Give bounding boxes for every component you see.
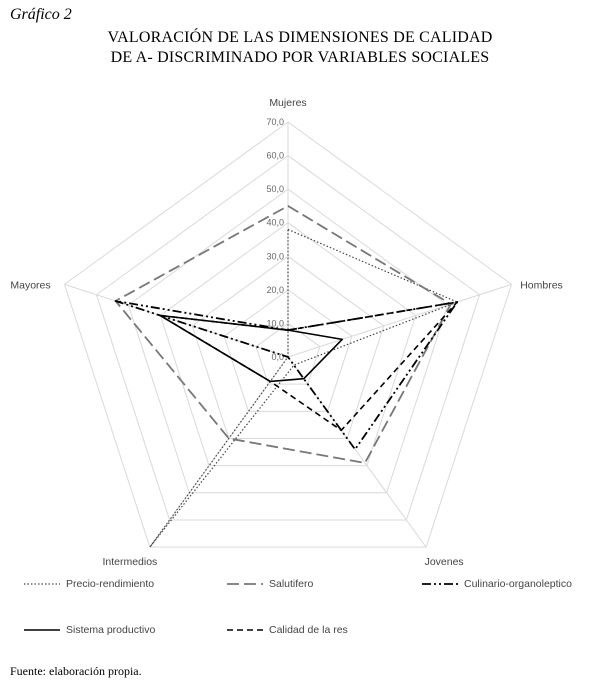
- grid-ring: [63, 121, 513, 548]
- legend-swatch: [24, 583, 60, 585]
- legend-item: Precio-rendimiento: [22, 578, 154, 590]
- tick-label: 20,0: [266, 285, 284, 295]
- grid-ring: [95, 154, 481, 521]
- grid-ring: [159, 222, 417, 467]
- legend-item: Salutifero: [225, 578, 313, 590]
- grid-ring: [191, 255, 385, 439]
- source-note: Fuente: elaboración propia.: [10, 664, 142, 678]
- legend-item: Culinario-organoleptico: [420, 578, 572, 590]
- axis-label: Intermedios: [102, 556, 157, 568]
- legend-label: Calidad de la res: [269, 624, 348, 636]
- legend-swatch: [227, 629, 263, 631]
- chart-title-line-1: VALORACIÓN DE LAS DIMENSIONES DE CALIDAD: [107, 29, 493, 46]
- chart-title: VALORACIÓN DE LAS DIMENSIONES DE CALIDAD…: [0, 28, 600, 68]
- tick-label: 10,0: [266, 318, 284, 328]
- figure-label: Gráfico 2: [10, 6, 72, 23]
- legend-label: Salutifero: [269, 578, 314, 590]
- legend-label: Culinario-organoleptico: [464, 578, 572, 590]
- axis-label: Mujeres: [269, 97, 306, 109]
- tick-label: 50,0: [266, 184, 284, 194]
- legend-swatch: [422, 583, 458, 585]
- series-line: [159, 301, 459, 432]
- legend-item: Calidad de la res: [225, 624, 348, 636]
- legend-item: Sistema productivo: [22, 624, 155, 636]
- tick-label: 40,0: [266, 218, 284, 228]
- grid-ring: [255, 322, 321, 385]
- series-line: [114, 205, 452, 464]
- legend-swatch: [24, 629, 60, 631]
- legend-label: Precio-rendimiento: [66, 578, 155, 590]
- legend-swatch: [227, 583, 263, 585]
- axis-label: Mayores: [10, 279, 50, 291]
- chart-title-line-2: DE A- DISCRIMINADO POR VARIABLES SOCIALE…: [110, 49, 490, 66]
- grid-spoke: [287, 283, 512, 358]
- legend-label: Sistema productivo: [66, 624, 156, 636]
- grid-ring: [223, 289, 353, 412]
- tick-label: 0,0: [271, 352, 284, 362]
- grid-spoke: [64, 283, 289, 358]
- series-line: [149, 228, 458, 548]
- tick-label: 70,0: [266, 117, 284, 127]
- tick-label: 30,0: [266, 251, 284, 261]
- axis-label: Hombres: [520, 279, 563, 291]
- tick-label: 60,0: [266, 151, 284, 161]
- axis-label: Jovenes: [425, 556, 464, 568]
